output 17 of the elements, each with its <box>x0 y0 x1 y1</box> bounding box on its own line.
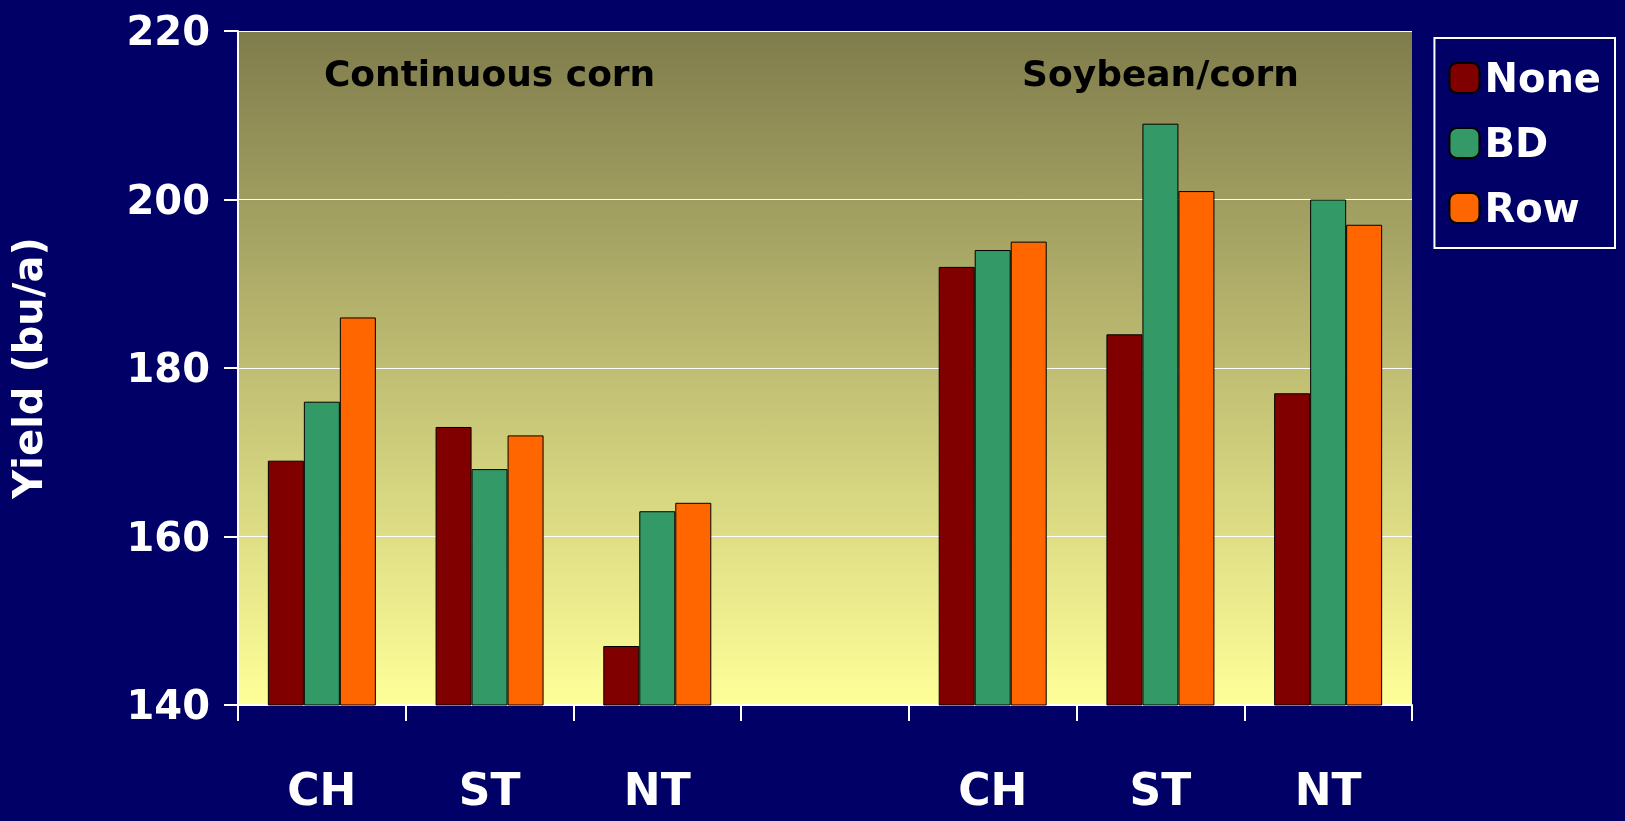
x-tick-label: NT <box>623 763 691 815</box>
annotation: Soybean/corn <box>1022 52 1299 94</box>
y-axis-title: Yield (bu/a) <box>5 237 51 500</box>
legend-label: BD <box>1484 120 1549 166</box>
x-tick-label: CH <box>958 763 1028 815</box>
legend-label: Row <box>1484 185 1580 231</box>
y-tick-label: 180 <box>126 345 210 391</box>
y-tick-label: 140 <box>126 682 210 728</box>
x-tick-label: NT <box>1294 763 1362 815</box>
legend-label: None <box>1484 55 1601 101</box>
y-tick-label: 220 <box>126 8 210 54</box>
annotation: Continuous corn <box>323 52 656 94</box>
x-tick-label: CH <box>287 763 357 815</box>
y-tick-label: 160 <box>126 513 210 560</box>
x-tick-label: ST <box>1129 763 1192 815</box>
y-tick-label: 200 <box>126 176 210 223</box>
x-tick-label: ST <box>458 763 521 815</box>
